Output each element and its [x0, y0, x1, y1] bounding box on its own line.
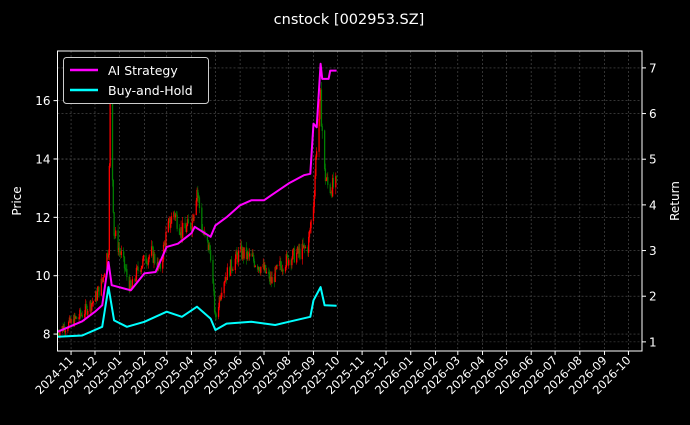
series-lines	[57, 62, 337, 338]
series-line-buy-and-hold	[57, 286, 337, 338]
y2-tick-label: 6	[649, 107, 657, 121]
y2-tick-label: 5	[649, 153, 657, 167]
y-tick-label: 8	[43, 328, 51, 342]
candles	[56, 81, 338, 339]
legend: AI Strategy Buy-and-Hold	[63, 57, 209, 104]
y-tick-label: 14	[35, 152, 50, 166]
plot-frame	[57, 50, 643, 352]
legend-box	[63, 57, 209, 104]
y2-tick-label: 7	[649, 61, 657, 75]
y-tick-label: 16	[35, 94, 50, 108]
y2-tick-label: 1	[649, 335, 657, 349]
y-axis-label: Price	[10, 186, 24, 215]
y2-tick-label: 2	[649, 290, 657, 304]
legend-label-buy-and-hold: Buy-and-Hold	[108, 83, 193, 98]
y2-axis-label: Return	[668, 181, 682, 221]
legend-label-ai-strategy: AI Strategy	[108, 63, 178, 78]
series-line-ai-strategy	[57, 62, 337, 333]
y-tick-label: 12	[35, 211, 50, 225]
y2-tick-label: 3	[649, 244, 657, 258]
chart-title: cnstock [002953.SZ]	[274, 12, 425, 28]
y-tick-label: 10	[35, 269, 50, 283]
y2-tick-label: 4	[649, 198, 657, 212]
